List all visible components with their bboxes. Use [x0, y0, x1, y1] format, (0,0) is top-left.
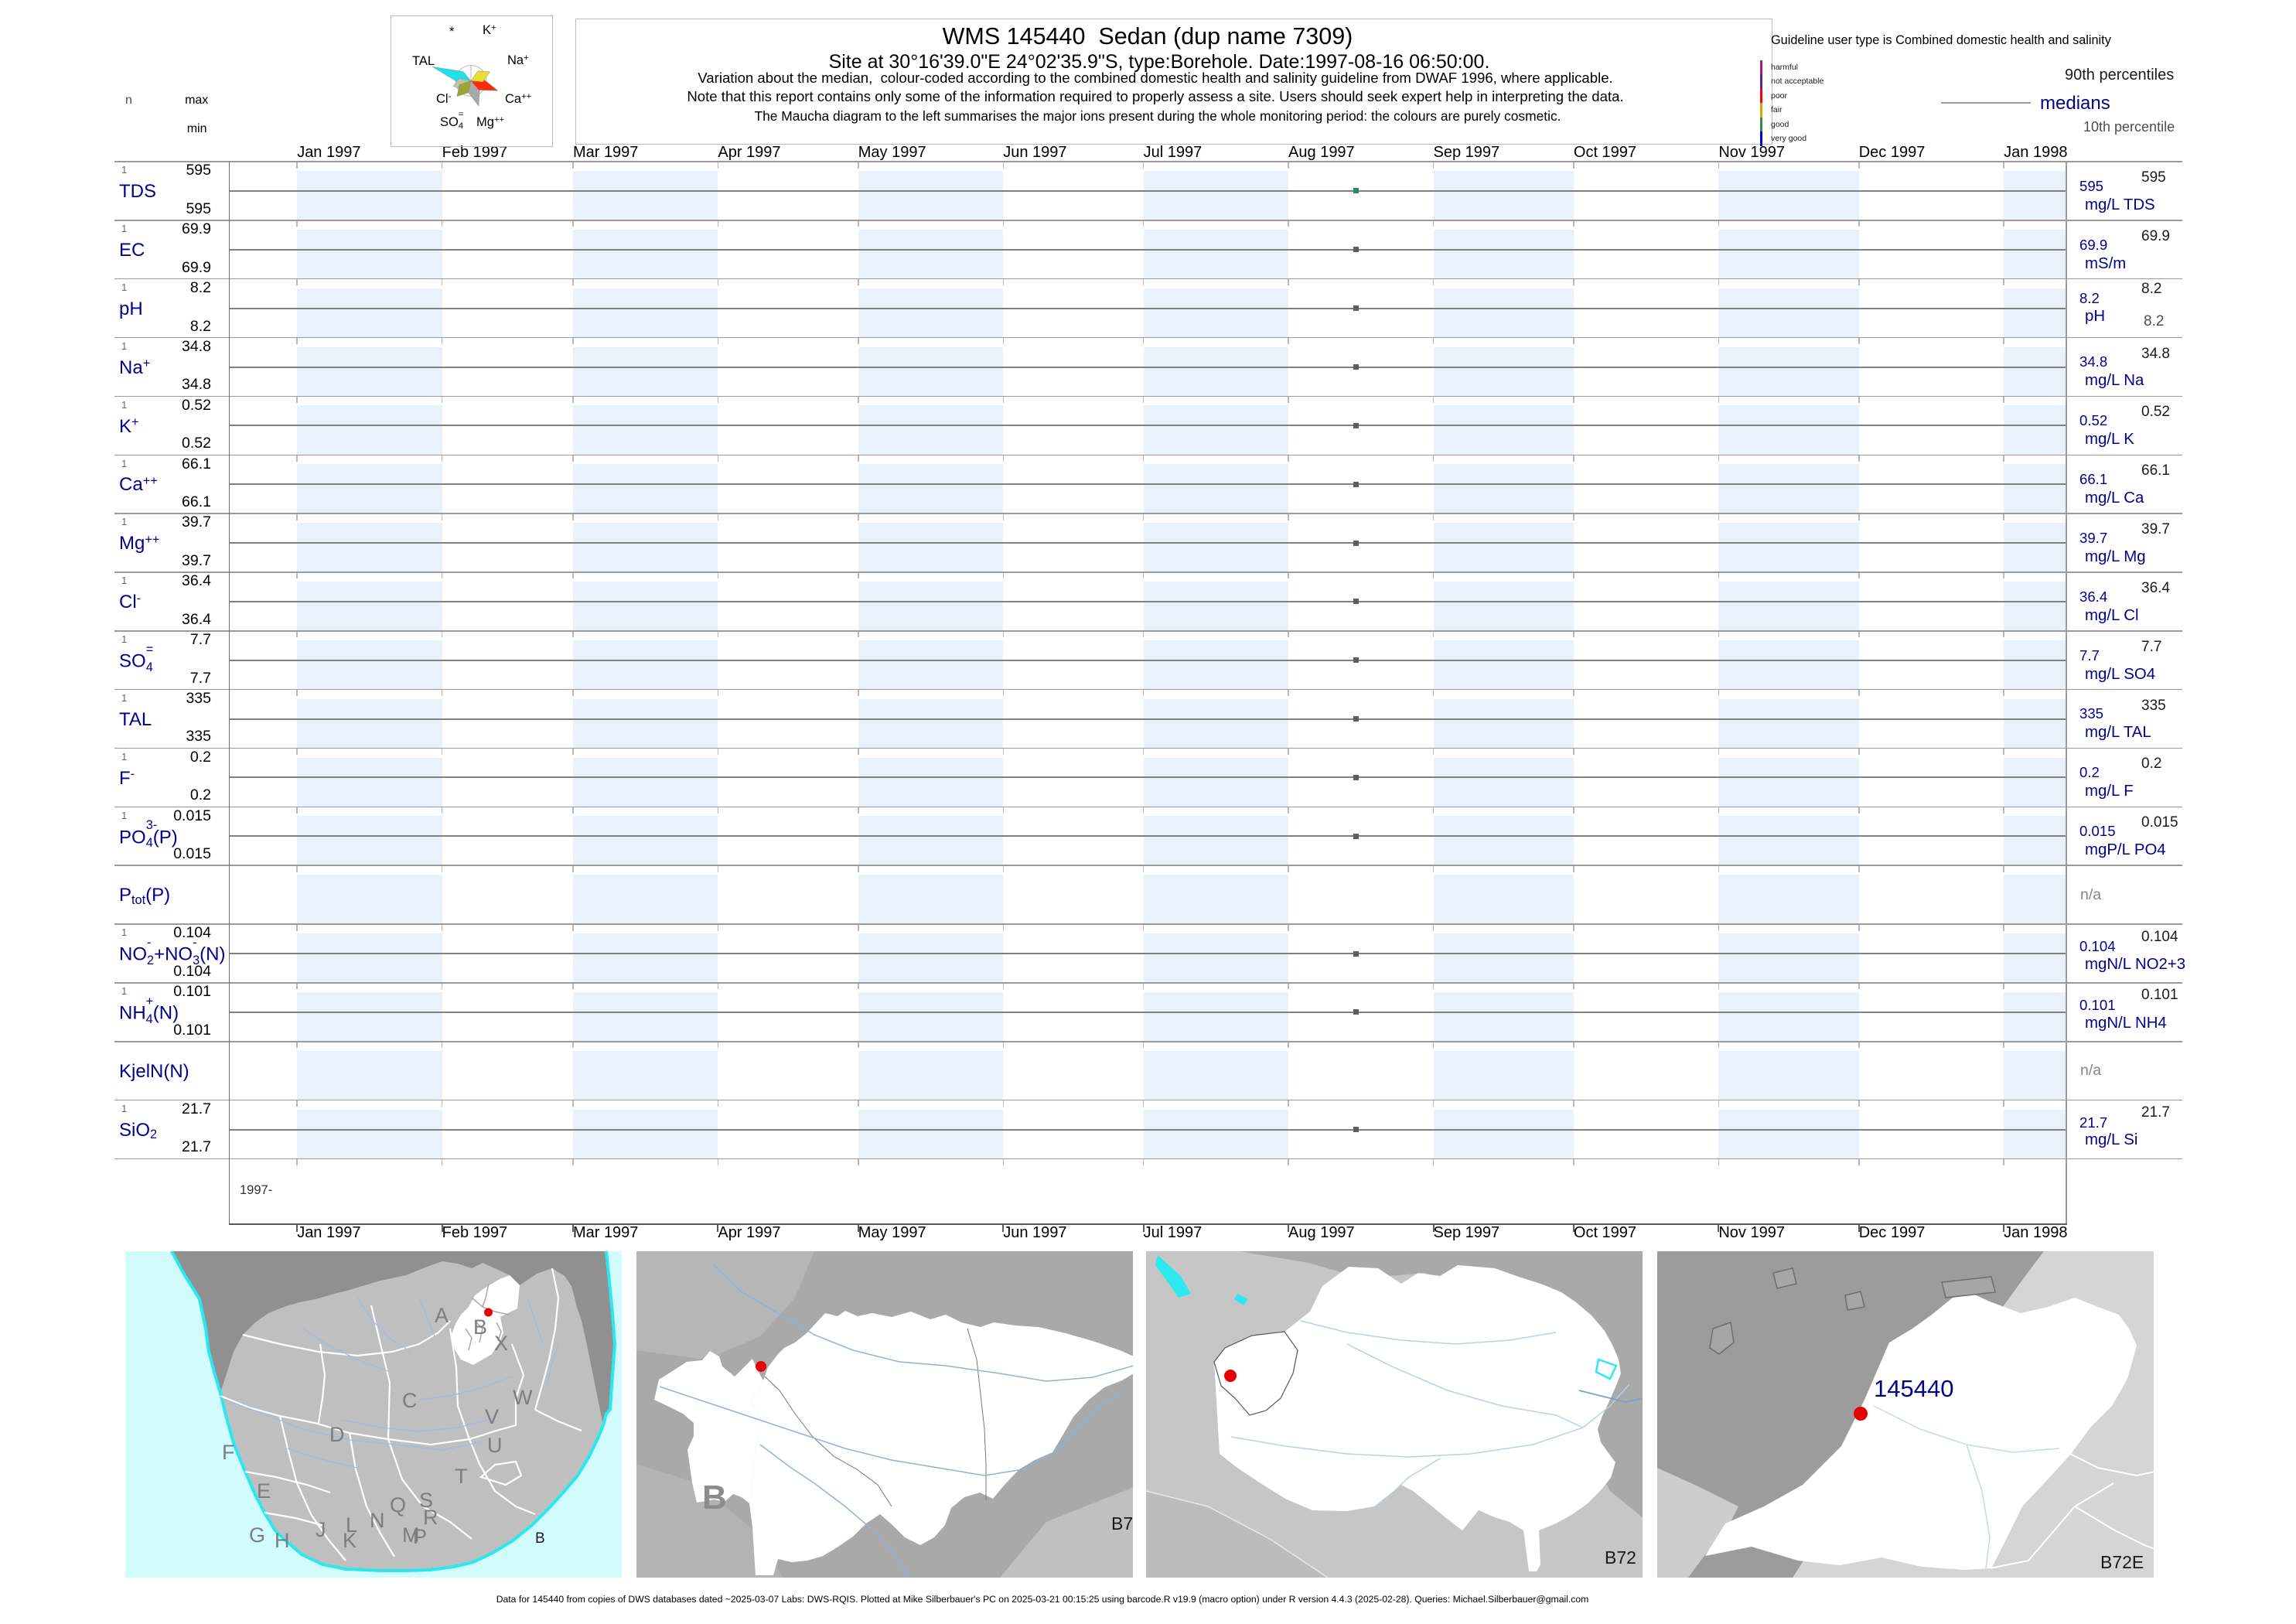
svg-text:D: D	[329, 1423, 345, 1446]
svg-text:B72: B72	[1605, 1547, 1636, 1568]
svg-text:U: U	[487, 1434, 503, 1457]
svg-text:F: F	[222, 1441, 235, 1464]
svg-text:Q: Q	[390, 1493, 406, 1517]
svg-text:G: G	[249, 1523, 265, 1547]
svg-text:S: S	[419, 1489, 433, 1512]
svg-text:L: L	[346, 1513, 357, 1537]
svg-text:145440: 145440	[1874, 1375, 1953, 1402]
svg-text:E: E	[257, 1479, 271, 1503]
svg-text:M: M	[402, 1523, 420, 1547]
svg-text:P: P	[413, 1525, 427, 1548]
svg-text:K: K	[343, 1529, 357, 1552]
svg-text:N: N	[370, 1509, 385, 1532]
svg-text:B7: B7	[1111, 1513, 1133, 1534]
svg-text:V: V	[485, 1405, 499, 1428]
svg-text:B72E: B72E	[2100, 1552, 2144, 1572]
svg-text:B: B	[535, 1530, 545, 1547]
svg-text:B: B	[473, 1315, 487, 1339]
svg-text:R: R	[423, 1506, 438, 1529]
svg-text:W: W	[513, 1386, 533, 1409]
svg-text:J: J	[316, 1518, 326, 1541]
svg-text:X: X	[494, 1332, 508, 1355]
svg-text:B: B	[702, 1479, 727, 1517]
svg-text:C: C	[402, 1389, 418, 1412]
svg-text:A: A	[435, 1304, 449, 1327]
svg-text:H: H	[275, 1529, 290, 1552]
svg-text:T: T	[455, 1465, 468, 1488]
